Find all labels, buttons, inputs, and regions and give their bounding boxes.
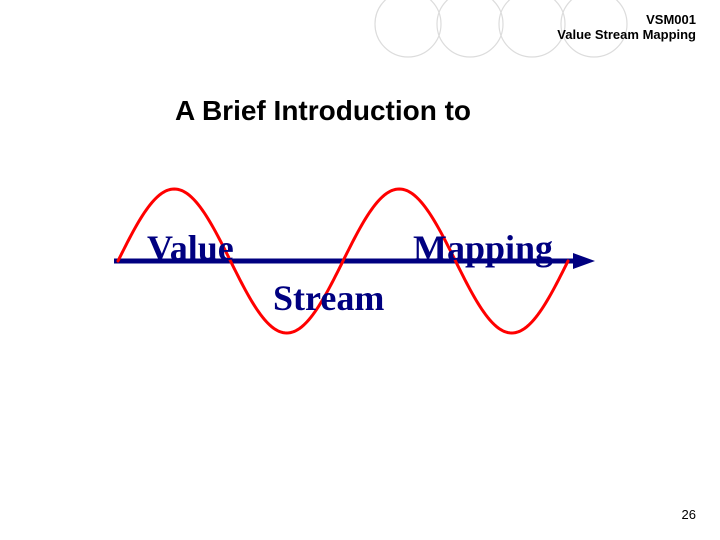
word-value: Value (147, 227, 234, 269)
sine-arrow-diagram (0, 0, 720, 540)
page-number: 26 (682, 507, 696, 522)
word-mapping: Mapping (413, 227, 553, 269)
word-stream: Stream (273, 277, 384, 319)
